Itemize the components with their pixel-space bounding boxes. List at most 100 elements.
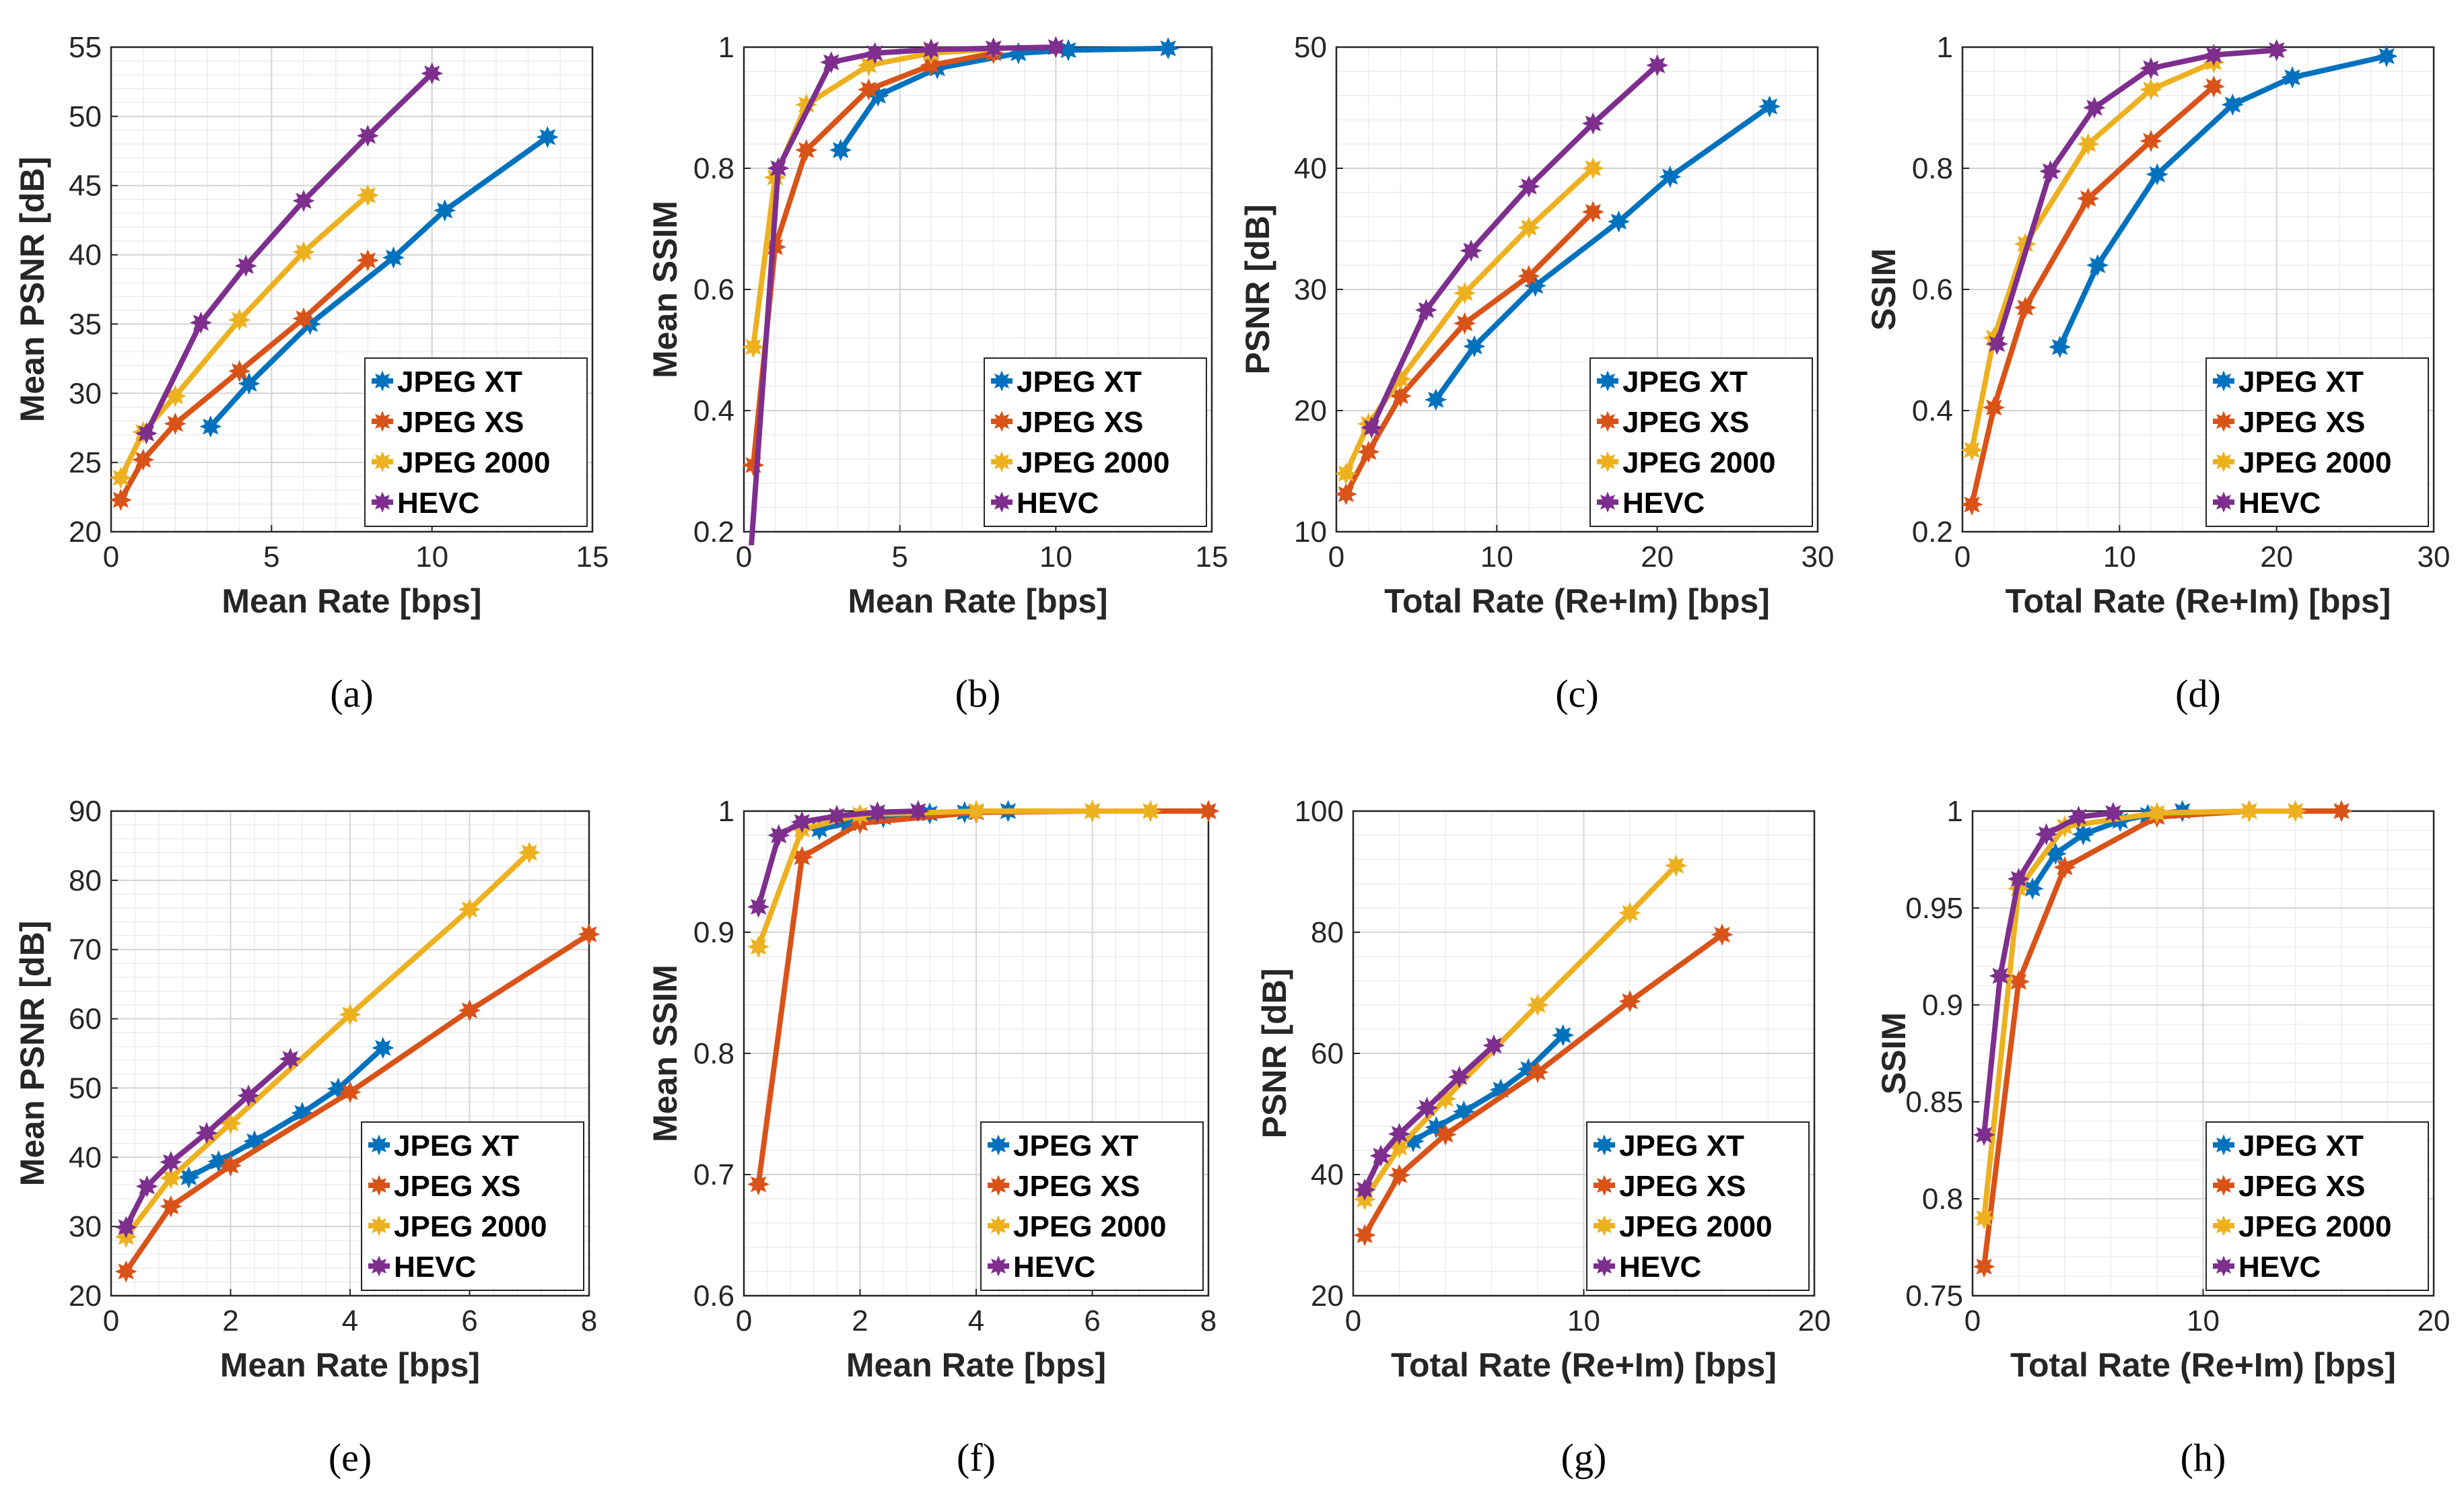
- legend: JPEG XT JPEG XS JPEG 2000 HEVC: [1589, 357, 1813, 527]
- data-point: [1659, 166, 1682, 188]
- data-point: [109, 466, 132, 489]
- x-tick-label: 20: [2260, 540, 2293, 573]
- axes-frame: [1961, 46, 2435, 533]
- data-point: [1960, 493, 1983, 516]
- legend: JPEG XT JPEG XS JPEG 2000 HEVC: [2205, 357, 2429, 527]
- y-tick-label: 0.6: [693, 1280, 734, 1313]
- data-point: [2375, 44, 2398, 68]
- data-point: [1758, 95, 1781, 118]
- y-tick-label: 80: [1311, 916, 1344, 949]
- legend-box: [984, 357, 1207, 527]
- legend-marker: [991, 411, 1013, 432]
- data-point: [356, 125, 379, 147]
- series-line-jpeg-xt: [1433, 104, 1773, 403]
- data-point: [382, 246, 405, 269]
- x-tick-label: 30: [1802, 540, 1835, 573]
- series-group: [1334, 54, 1781, 505]
- x-tick-label: 20: [2418, 1304, 2451, 1337]
- data-point: [2265, 38, 2288, 62]
- x-axis-label: Total Rate (Re+Im) [bps]: [1384, 582, 1770, 620]
- legend-entry: JPEG XS: [1013, 1170, 1140, 1203]
- x-tick-label: 15: [1196, 540, 1229, 573]
- legend-box: [980, 1121, 1204, 1291]
- data-point: [1552, 1024, 1575, 1047]
- data-point: [458, 999, 481, 1022]
- data-point: [1414, 299, 1438, 322]
- data-point: [1353, 1178, 1376, 1201]
- legend-marker: [2213, 1134, 2234, 1156]
- data-point: [1044, 36, 1067, 59]
- data-point: [2202, 75, 2225, 98]
- data-point: [339, 1003, 362, 1026]
- data-point: [292, 240, 315, 264]
- data-point: [238, 372, 261, 395]
- series-line-hevc: [143, 71, 435, 436]
- y-tick-label: 40: [1294, 152, 1327, 185]
- data-point: [1983, 396, 2006, 419]
- x-tick-label: 4: [342, 1304, 358, 1337]
- y-axis-label: Mean SSIM: [646, 965, 684, 1142]
- data-point: [2284, 800, 2307, 823]
- legend-marker: [988, 1215, 1009, 1236]
- series-group: [114, 841, 601, 1283]
- series-group: [1353, 854, 1734, 1247]
- panel-caption: (e): [329, 1436, 372, 1479]
- series-line-jpeg-xs: [1362, 932, 1725, 1238]
- data-point: [292, 307, 315, 330]
- series-line-jpeg-xs: [123, 932, 592, 1274]
- series-line-jpeg-xt: [2057, 53, 2389, 350]
- series-group: [109, 62, 559, 512]
- x-tick-label: 6: [461, 1304, 477, 1337]
- data-point: [864, 42, 887, 65]
- x-tick-label: 10: [2103, 540, 2136, 573]
- data-point: [177, 1166, 200, 1189]
- panel-caption: (g): [1561, 1436, 1607, 1479]
- y-tick-label: 0.7: [693, 1158, 734, 1191]
- data-point: [2281, 66, 2304, 89]
- legend: JPEG XT JPEG XS JPEG 2000 HEVC: [2205, 1121, 2429, 1291]
- data-point: [866, 801, 889, 824]
- legend-marker: [1597, 411, 1618, 432]
- legend-marker: [991, 451, 1013, 473]
- data-point: [1517, 265, 1540, 287]
- chart-panel-h: 0 10 20 0.75 0.8 0.85 0.9 0.95 1 Total Rate (Re+I…: [1875, 795, 2450, 1479]
- y-tick-label: 50: [69, 100, 102, 133]
- y-tick-label: 0.8: [693, 152, 734, 185]
- x-tick-label: 8: [581, 1304, 597, 1337]
- data-point: [1581, 112, 1604, 135]
- data-point: [2067, 806, 2090, 829]
- legend-marker: [1594, 1134, 1615, 1156]
- y-tick-label: 25: [69, 446, 102, 479]
- panel-caption: (a): [330, 672, 373, 715]
- legend-marker: [2213, 1175, 2234, 1196]
- legend-marker: [1597, 370, 1618, 392]
- data-point: [2146, 163, 2168, 186]
- y-tick-label: 55: [69, 31, 102, 64]
- legend: JPEG XT JPEG XS JPEG 2000 HEVC: [984, 357, 1207, 527]
- legend-marker: [988, 1175, 1009, 1196]
- legend-entry: HEVC: [1619, 1251, 1701, 1284]
- x-tick-label: 2: [852, 1304, 868, 1337]
- y-tick-label: 0.95: [1905, 892, 1963, 925]
- data-point: [219, 1154, 242, 1177]
- data-point: [228, 308, 251, 331]
- data-point: [1157, 37, 1179, 60]
- series-line-jpeg-2000: [750, 46, 996, 350]
- legend-entry: JPEG XS: [2238, 406, 2365, 439]
- x-tick-label: 10: [1567, 1304, 1600, 1337]
- legend-entry: JPEG XS: [1017, 406, 1143, 439]
- data-point: [2007, 970, 2030, 993]
- legend-marker: [2213, 491, 2234, 513]
- panel-caption: (f): [957, 1436, 996, 1479]
- y-tick-label: 50: [1294, 31, 1327, 64]
- data-point: [1460, 239, 1482, 262]
- legend-marker: [2213, 370, 2234, 392]
- legend-entry: HEVC: [1622, 487, 1705, 520]
- data-point: [1453, 281, 1476, 304]
- data-point: [356, 249, 379, 272]
- legend-box: [364, 357, 588, 527]
- data-point: [767, 824, 790, 847]
- x-tick-label: 2: [222, 1304, 238, 1337]
- axes-frame: [1335, 46, 1819, 533]
- legend-marker: [1594, 1215, 1615, 1236]
